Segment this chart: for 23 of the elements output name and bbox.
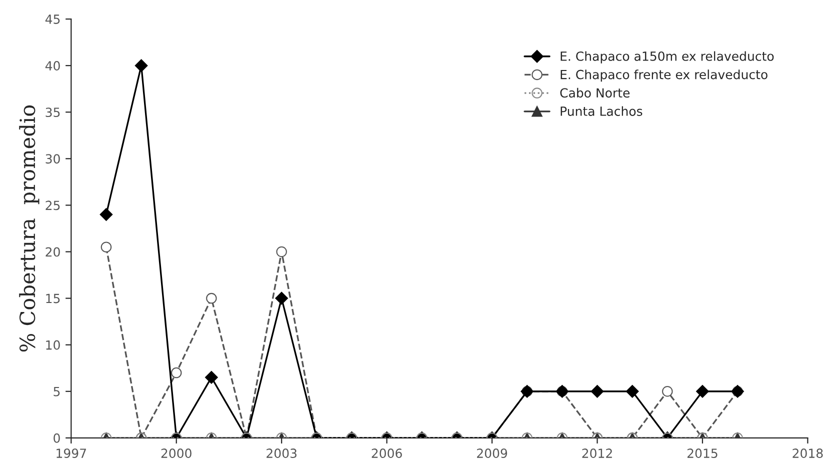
- legend-label: Cabo Norte: [560, 88, 630, 98]
- x-tick-label: 2003: [266, 448, 296, 458]
- y-tick-label: 15: [46, 294, 60, 304]
- x-tick-label: 2006: [372, 448, 402, 458]
- x-tick-label: 2015: [687, 448, 718, 458]
- x-tick-label: 1997: [56, 448, 86, 458]
- y-tick-label: 30: [46, 154, 60, 164]
- y-tick-label: 20: [46, 247, 60, 257]
- y-tick-label: 10: [46, 340, 60, 350]
- y-tick-label: 40: [45, 61, 60, 71]
- y-tick-label: 45: [45, 14, 60, 24]
- x-tick-label: 2000: [161, 448, 192, 458]
- x-tick-label: 2018: [792, 448, 823, 458]
- legend-label: E. Chapaco a150m ex relaveducto: [560, 51, 774, 64]
- y-tick-label: 35: [46, 108, 60, 118]
- x-tick-label: 2012: [582, 448, 612, 458]
- y-tick-label: 5: [54, 387, 60, 396]
- legend-label: Punta Lachos: [560, 106, 642, 116]
- y-tick-label: 25: [46, 200, 60, 210]
- y-tick-label: 0: [54, 433, 60, 443]
- y-axis-title: % Cobertura promedio: [19, 105, 40, 352]
- legend-label: E. Chapaco frente ex relaveducto: [560, 70, 768, 82]
- x-tick-label: 2009: [477, 448, 508, 458]
